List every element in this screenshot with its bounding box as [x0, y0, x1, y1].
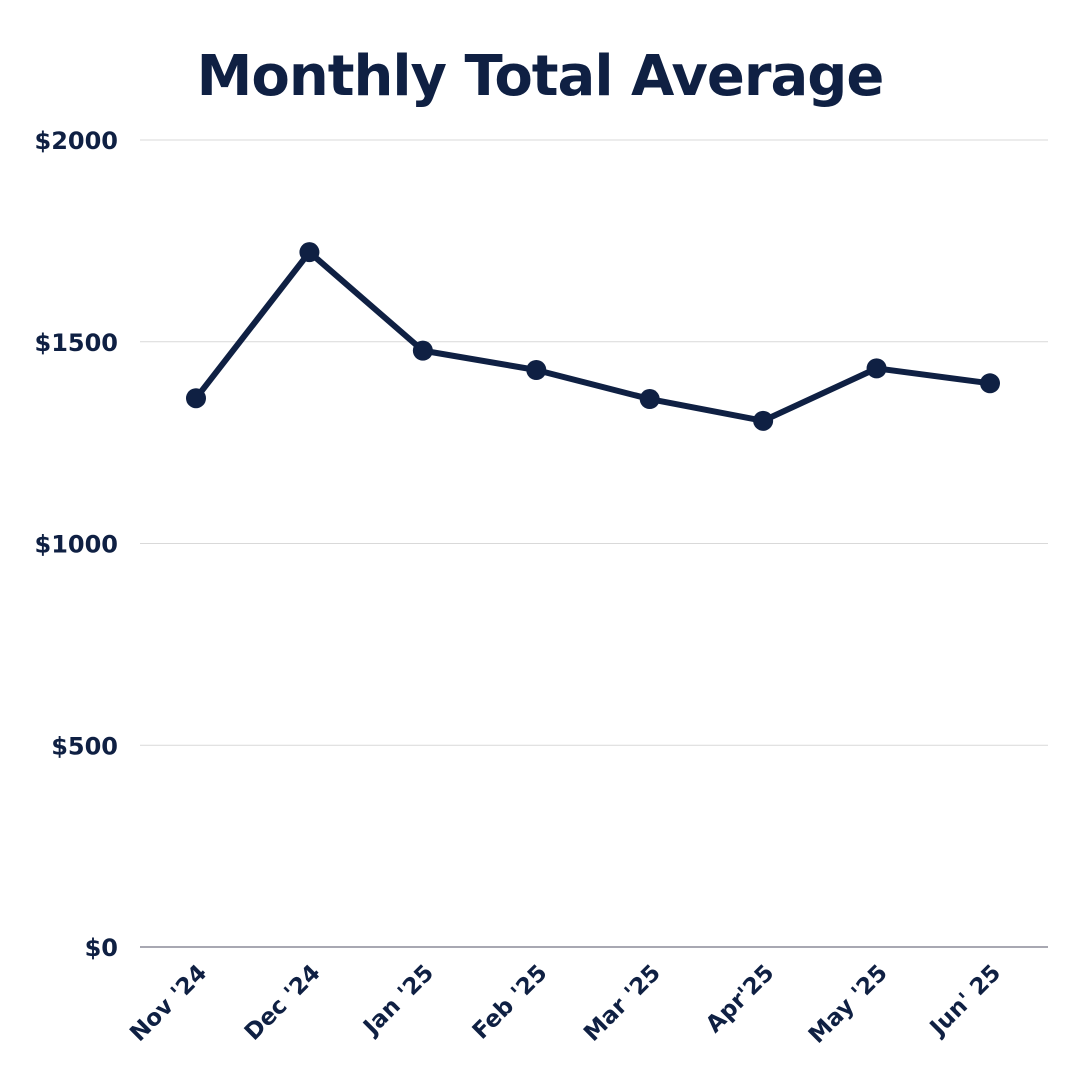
- chart-title: Monthly Total Average: [196, 44, 885, 109]
- series-line: [193, 249, 993, 424]
- series-line-group: [193, 249, 993, 424]
- data-point: [186, 388, 206, 409]
- x-tick-label: May '25: [804, 960, 893, 1049]
- data-point: [866, 358, 887, 379]
- y-tick-label: $1000: [35, 531, 119, 559]
- data-point: [639, 389, 660, 410]
- data-point: [299, 242, 320, 263]
- x-tick-label: Dec '24: [240, 960, 326, 1046]
- y-axis-ticks: $0 $500 $1000 $1500 $2000: [35, 127, 119, 962]
- x-tick-label: Jun' 25: [924, 960, 1006, 1042]
- x-tick-label: Feb '25: [468, 960, 553, 1045]
- y-tick-label: $1500: [35, 329, 119, 357]
- data-point: [526, 359, 547, 380]
- data-points: [186, 242, 1000, 431]
- x-axis-ticks: Nov '24 Dec '24 Jan '25 Feb '25 Mar '25 Apr'2…: [125, 960, 1006, 1049]
- y-tick-label: $2000: [35, 127, 119, 155]
- x-tick-label: Apr'25: [701, 960, 779, 1038]
- data-point: [412, 340, 433, 361]
- y-tick-label: $0: [85, 934, 118, 962]
- data-point: [753, 410, 774, 431]
- y-tick-label: $500: [51, 732, 118, 760]
- x-tick-label: Mar '25: [579, 960, 666, 1047]
- x-tick-label: Nov '24: [125, 960, 212, 1047]
- x-tick-label: Jan '25: [357, 960, 439, 1042]
- data-point: [980, 373, 1000, 394]
- grid-lines: [140, 139, 1048, 948]
